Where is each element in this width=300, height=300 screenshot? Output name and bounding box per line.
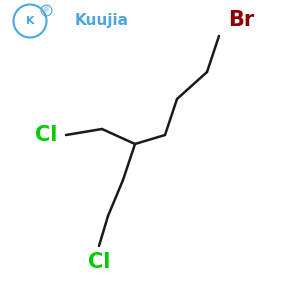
Text: Br: Br — [228, 10, 254, 30]
Text: Kuujia: Kuujia — [75, 14, 129, 28]
Text: ®: ® — [43, 8, 50, 14]
Text: K: K — [26, 16, 34, 26]
Text: Cl: Cl — [88, 252, 110, 272]
Text: Cl: Cl — [34, 125, 57, 145]
